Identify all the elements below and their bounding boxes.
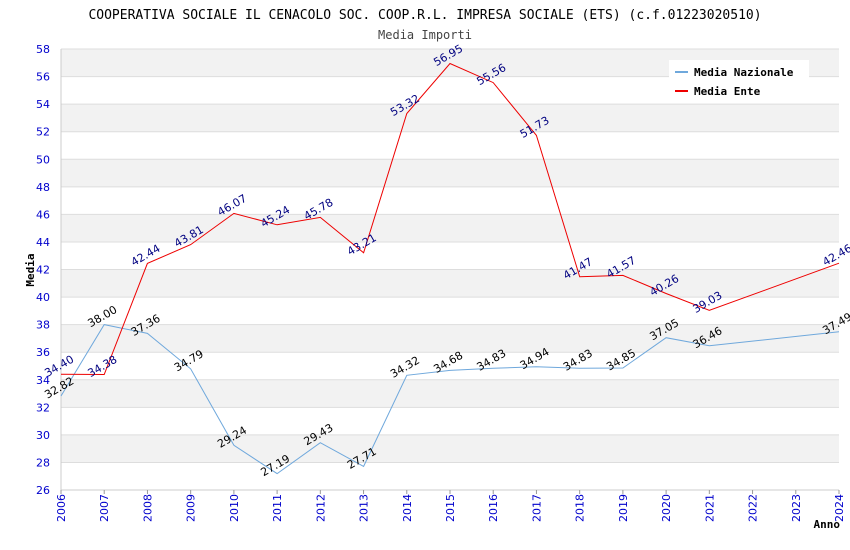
grid-band (61, 462, 839, 490)
x-tick-label: 2007 (98, 494, 111, 522)
y-tick-label: 32 (36, 401, 50, 414)
x-tick-label: 2017 (530, 494, 543, 522)
y-tick-label: 56 (36, 71, 50, 84)
y-tick-label: 44 (36, 236, 50, 249)
y-tick-label: 30 (36, 429, 50, 442)
grid-band (61, 214, 839, 242)
y-tick-label: 48 (36, 181, 50, 194)
x-axis-label: Anno (814, 518, 841, 531)
y-tick-label: 26 (36, 484, 50, 497)
x-tick-label: 2018 (574, 494, 587, 522)
x-tick-label: 2022 (747, 494, 760, 522)
y-tick-label: 40 (36, 291, 50, 304)
x-tick-label: 2019 (617, 494, 630, 522)
grid-band (61, 434, 839, 463)
y-tick-label: 58 (36, 43, 50, 56)
grid-band (61, 324, 839, 353)
x-tick-label: 2013 (358, 494, 371, 522)
y-tick-label: 38 (36, 319, 50, 332)
y-tick-label: 36 (36, 346, 50, 359)
chart-subtitle: Media Importi (378, 28, 472, 42)
y-tick-label: 52 (36, 126, 50, 139)
x-tick-label: 2014 (401, 494, 414, 522)
grid-bands (60, 48, 839, 491)
x-tick-label: 2021 (703, 494, 716, 522)
x-tick-label: 2008 (141, 494, 154, 522)
x-tick-label: 2010 (228, 494, 241, 522)
y-tick-label: 34 (36, 374, 50, 387)
x-tick-label: 2006 (55, 494, 68, 522)
x-tick-label: 2009 (185, 494, 198, 522)
grid-band (61, 379, 839, 408)
series-line-1 (60, 62, 840, 376)
y-tick-label: 54 (36, 98, 50, 111)
grid-band (61, 131, 839, 160)
x-tick-label: 2016 (487, 494, 500, 522)
grid-band (61, 186, 839, 215)
x-tick-label: 2020 (660, 494, 673, 522)
grid-band (61, 104, 839, 132)
x-tick-label: 2012 (314, 494, 327, 522)
x-tick-label: 2011 (271, 494, 284, 522)
x-tick-label: 2023 (790, 494, 803, 522)
series-lines (60, 62, 840, 475)
series-line-0 (60, 324, 840, 475)
y-tick-label: 50 (36, 153, 50, 166)
y-axis-ticks: 26 28 30 32 34 36 38 40 42 44 46 48 50 52 54 56 58 (36, 43, 50, 497)
y-axis-label: Media (24, 253, 37, 286)
x-tick-label: 2024 (833, 494, 846, 522)
grid-band (61, 241, 839, 270)
x-tick-label: 2015 (444, 494, 457, 522)
y-tick-label: 46 (36, 208, 50, 221)
legend-box (669, 60, 809, 102)
y-tick-label: 28 (36, 456, 50, 469)
x-axis-ticks: 2006 2007 2008 2009 2010 2011 2012 2013 2014 2015… (55, 490, 846, 522)
grid-band (61, 407, 839, 435)
y-tick-label: 42 (36, 264, 50, 277)
grid-band (61, 269, 839, 298)
grid-band (61, 352, 839, 380)
legend-label: Media Nazionale (694, 66, 794, 79)
legend: Media Nazionale Media Ente (669, 60, 809, 102)
chart-title: COOPERATIVA SOCIALE IL CENACOLO SOC. COO… (88, 8, 761, 23)
legend-label: Media Ente (694, 85, 761, 98)
grid-band (61, 159, 839, 187)
